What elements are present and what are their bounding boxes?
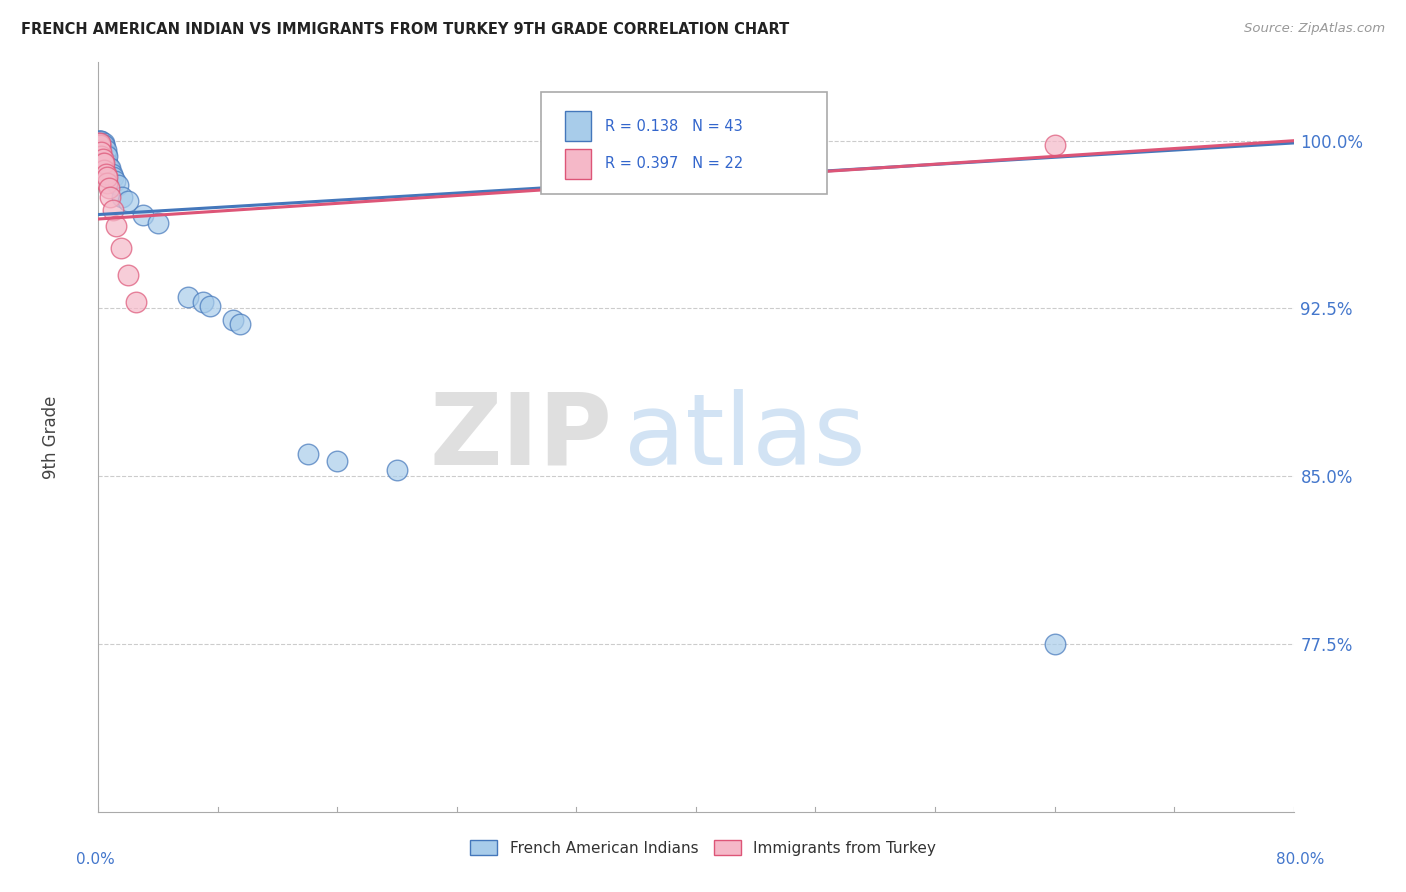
Point — [229, 317, 252, 331]
Point — [89, 134, 111, 148]
FancyBboxPatch shape — [541, 93, 827, 194]
Point — [90, 136, 112, 150]
Point — [97, 180, 120, 194]
Point — [105, 219, 128, 233]
Text: FRENCH AMERICAN INDIAN VS IMMIGRANTS FROM TURKEY 9TH GRADE CORRELATION CHART: FRENCH AMERICAN INDIAN VS IMMIGRANTS FRO… — [21, 22, 789, 37]
Point — [87, 134, 110, 148]
Point — [103, 202, 125, 217]
Text: ZIP: ZIP — [429, 389, 613, 485]
Point — [297, 447, 319, 461]
Point — [89, 136, 111, 150]
Text: 9th Grade: 9th Grade — [42, 395, 59, 479]
Point — [96, 169, 118, 184]
Point — [110, 241, 132, 255]
Point — [94, 147, 117, 161]
Point — [385, 462, 409, 476]
Point — [117, 194, 139, 208]
Point — [89, 138, 111, 153]
Point — [87, 136, 110, 150]
Point — [87, 140, 110, 154]
Point — [89, 136, 111, 150]
Point — [191, 294, 214, 309]
Point — [89, 138, 111, 153]
Point — [89, 143, 111, 157]
Point — [104, 174, 127, 188]
Point — [89, 136, 111, 150]
Point — [125, 294, 148, 309]
Bar — [565, 112, 591, 141]
Point — [93, 138, 115, 153]
Point — [101, 167, 124, 181]
Point — [93, 136, 115, 150]
Point — [94, 167, 117, 181]
Point — [132, 208, 155, 222]
Point — [117, 268, 139, 282]
Point — [90, 145, 112, 159]
Point — [93, 162, 115, 177]
Point — [103, 169, 125, 184]
Point — [90, 149, 112, 163]
Point — [90, 140, 112, 154]
Point — [96, 149, 118, 163]
Text: 80.0%: 80.0% — [1277, 852, 1324, 867]
Text: 0.0%: 0.0% — [76, 852, 115, 867]
Point — [87, 140, 110, 154]
Point — [90, 138, 112, 153]
Point — [1043, 637, 1066, 651]
Point — [96, 176, 118, 190]
Point — [326, 453, 349, 467]
Point — [87, 138, 110, 153]
Point — [98, 161, 122, 175]
Point — [96, 156, 118, 170]
Point — [111, 189, 134, 203]
Text: R = 0.138   N = 43: R = 0.138 N = 43 — [605, 119, 742, 134]
Point — [93, 156, 115, 170]
Point — [98, 189, 122, 203]
Point — [90, 134, 112, 148]
Point — [200, 299, 222, 313]
Point — [97, 161, 120, 175]
Point — [107, 178, 129, 193]
Point — [91, 152, 114, 166]
Text: Source: ZipAtlas.com: Source: ZipAtlas.com — [1244, 22, 1385, 36]
Point — [91, 138, 114, 153]
Point — [89, 140, 111, 154]
Point — [91, 156, 114, 170]
Point — [1043, 138, 1066, 153]
Point — [90, 138, 112, 153]
Point — [93, 140, 115, 154]
Point — [94, 143, 117, 157]
Point — [91, 140, 114, 154]
Text: R = 0.397   N = 22: R = 0.397 N = 22 — [605, 156, 744, 171]
Point — [222, 312, 245, 326]
Legend: French American Indians, Immigrants from Turkey: French American Indians, Immigrants from… — [464, 834, 942, 862]
Point — [89, 134, 111, 148]
Point — [93, 138, 115, 153]
Text: atlas: atlas — [624, 389, 866, 485]
Point — [177, 290, 200, 304]
Bar — [565, 149, 591, 178]
Point — [148, 217, 170, 231]
